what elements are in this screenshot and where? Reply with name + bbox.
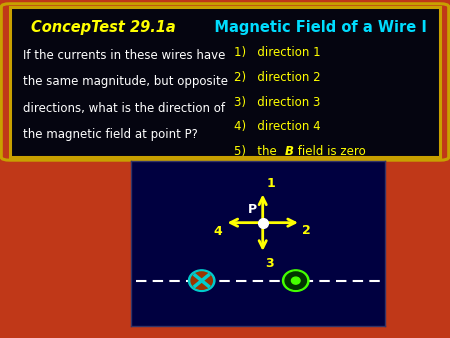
Text: ConcepTest 29.1a: ConcepTest 29.1a bbox=[32, 20, 176, 35]
Text: Magnetic Field of a Wire I: Magnetic Field of a Wire I bbox=[199, 20, 427, 35]
Text: 5)   the: 5) the bbox=[234, 145, 280, 158]
Circle shape bbox=[285, 272, 306, 289]
Text: 1)   direction 1: 1) direction 1 bbox=[234, 46, 320, 59]
Circle shape bbox=[191, 272, 212, 289]
Circle shape bbox=[189, 270, 215, 291]
Text: 3)   direction 3: 3) direction 3 bbox=[234, 96, 320, 108]
Text: 3: 3 bbox=[265, 257, 274, 270]
Text: 1: 1 bbox=[266, 176, 275, 190]
Text: 4: 4 bbox=[213, 225, 222, 238]
Text: If the currents in these wires have: If the currents in these wires have bbox=[23, 49, 225, 62]
Circle shape bbox=[292, 277, 300, 284]
Text: P: P bbox=[248, 203, 257, 216]
Text: the same magnitude, but opposite: the same magnitude, but opposite bbox=[23, 75, 228, 88]
Text: directions, what is the direction of: directions, what is the direction of bbox=[23, 101, 225, 115]
Text: 2: 2 bbox=[302, 224, 311, 237]
Text: field is zero: field is zero bbox=[294, 145, 365, 158]
Text: B: B bbox=[284, 145, 293, 158]
Circle shape bbox=[283, 270, 309, 291]
Text: 2)   direction 2: 2) direction 2 bbox=[234, 71, 320, 84]
Text: the magnetic field at point P?: the magnetic field at point P? bbox=[23, 128, 198, 141]
Text: 4)   direction 4: 4) direction 4 bbox=[234, 120, 320, 133]
